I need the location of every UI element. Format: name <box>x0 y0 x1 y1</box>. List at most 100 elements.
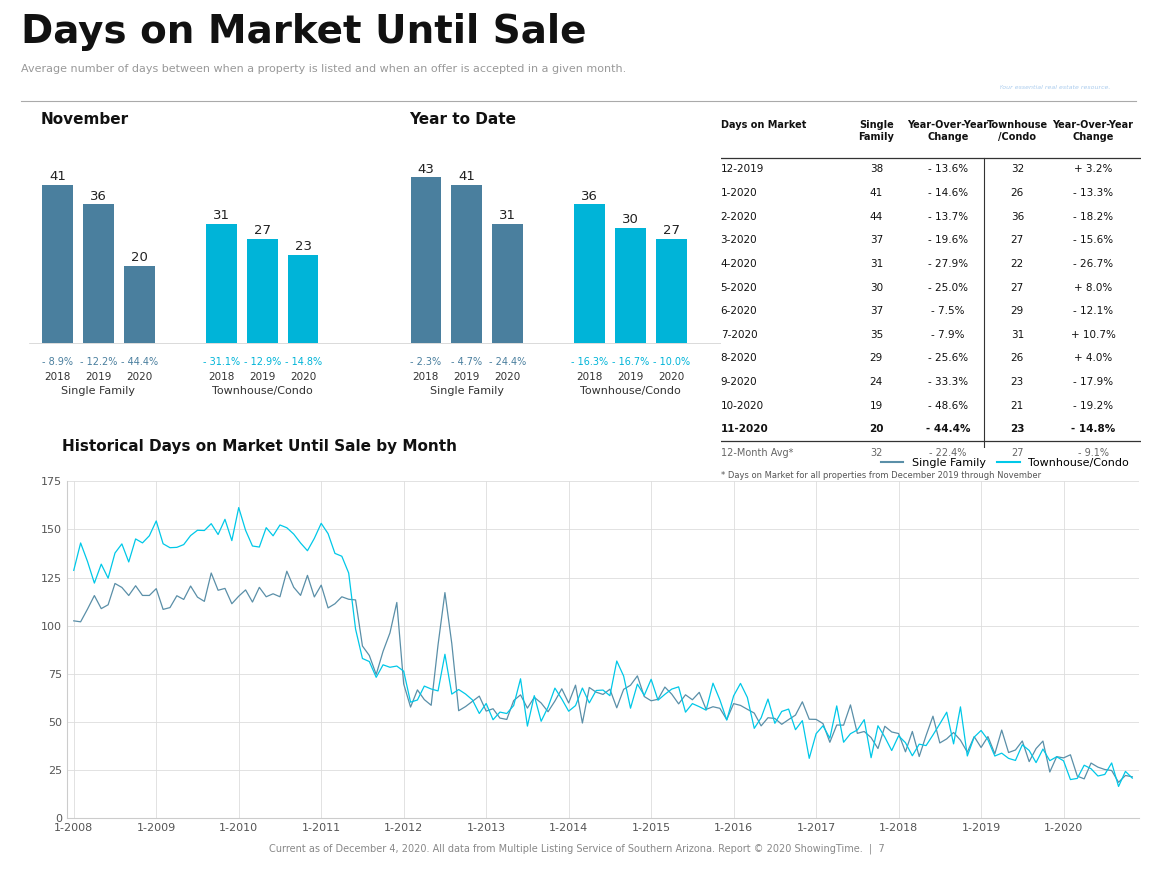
Text: - 12.2%: - 12.2% <box>80 357 118 367</box>
Text: 27: 27 <box>1011 283 1024 292</box>
Text: 32: 32 <box>871 448 882 458</box>
Bar <box>492 224 523 343</box>
Text: - 33.3%: - 33.3% <box>928 377 969 387</box>
Text: 2020: 2020 <box>126 372 152 382</box>
Text: + 4.0%: + 4.0% <box>1073 354 1113 363</box>
Text: 36: 36 <box>90 190 107 202</box>
Text: Townhouse/Condo: Townhouse/Condo <box>212 386 312 396</box>
Text: 30: 30 <box>623 213 639 226</box>
Text: 31: 31 <box>1011 330 1024 340</box>
Text: 27: 27 <box>663 224 680 237</box>
Text: - 24.4%: - 24.4% <box>489 357 527 367</box>
Text: ASSOCIATION: ASSOCIATION <box>1026 49 1084 58</box>
Text: 26: 26 <box>1011 354 1024 363</box>
Text: Year-Over-Year
Change: Year-Over-Year Change <box>1053 120 1133 143</box>
Text: - 16.7%: - 16.7% <box>612 357 649 367</box>
Text: 37: 37 <box>869 306 883 316</box>
Text: 31: 31 <box>212 209 229 221</box>
Circle shape <box>978 19 998 53</box>
Text: Historical Days on Market Until Sale by Month: Historical Days on Market Until Sale by … <box>61 439 457 454</box>
Text: 29: 29 <box>869 354 883 363</box>
Text: 23: 23 <box>294 240 311 253</box>
Text: 10-2020: 10-2020 <box>721 401 763 410</box>
Text: 37: 37 <box>869 235 883 245</box>
Text: 27: 27 <box>1011 235 1024 245</box>
Text: Days on Market Until Sale: Days on Market Until Sale <box>21 13 586 51</box>
Bar <box>83 205 114 343</box>
Text: 36: 36 <box>1011 212 1024 221</box>
Text: 35: 35 <box>869 330 883 340</box>
Text: November: November <box>42 112 129 128</box>
Text: - 15.6%: - 15.6% <box>1073 235 1113 245</box>
Bar <box>574 205 605 343</box>
Text: - 2.3%: - 2.3% <box>410 357 442 367</box>
Text: - 9.1%: - 9.1% <box>1078 448 1108 458</box>
Text: Current as of December 4, 2020. All data from Multiple Listing Service of Southe: Current as of December 4, 2020. All data… <box>269 844 884 854</box>
Text: Townhouse
/Condo: Townhouse /Condo <box>987 120 1048 143</box>
Text: - 19.6%: - 19.6% <box>928 235 969 245</box>
Text: 22: 22 <box>1011 259 1024 269</box>
Text: - 13.6%: - 13.6% <box>928 164 969 174</box>
Text: Your essential real estate resource.: Your essential real estate resource. <box>998 85 1110 90</box>
Text: - 7.9%: - 7.9% <box>932 330 965 340</box>
Text: - 12.9%: - 12.9% <box>243 357 281 367</box>
Text: 36: 36 <box>581 190 598 202</box>
Text: 2018: 2018 <box>208 372 234 382</box>
Text: - 19.2%: - 19.2% <box>1073 401 1113 410</box>
Text: - 48.6%: - 48.6% <box>928 401 969 410</box>
Text: Year-Over-Year
Change: Year-Over-Year Change <box>907 120 988 143</box>
Text: 26: 26 <box>1011 188 1024 198</box>
Text: - 18.2%: - 18.2% <box>1073 212 1113 221</box>
Bar <box>656 239 687 343</box>
Text: - 14.6%: - 14.6% <box>928 188 969 198</box>
Text: 5-2020: 5-2020 <box>721 283 758 292</box>
Text: 23: 23 <box>1011 377 1024 387</box>
Text: 2019: 2019 <box>617 372 643 382</box>
Text: Townhouse/Condo: Townhouse/Condo <box>580 386 681 396</box>
Text: - 44.4%: - 44.4% <box>121 357 158 367</box>
Text: - 25.0%: - 25.0% <box>928 283 967 292</box>
Text: 2018: 2018 <box>413 372 439 382</box>
Text: 20: 20 <box>131 251 148 264</box>
Bar <box>978 51 998 89</box>
Text: Days on Market: Days on Market <box>721 120 806 130</box>
Text: 20: 20 <box>869 424 883 434</box>
Text: - 16.3%: - 16.3% <box>571 357 608 367</box>
Text: 2018: 2018 <box>44 372 70 382</box>
Text: - 25.6%: - 25.6% <box>928 354 969 363</box>
Bar <box>125 266 155 343</box>
Text: 21: 21 <box>1011 401 1024 410</box>
Text: 31: 31 <box>869 259 883 269</box>
Text: - 10.0%: - 10.0% <box>653 357 689 367</box>
Legend: Single Family, Townhouse/Condo: Single Family, Townhouse/Condo <box>876 453 1133 472</box>
Text: + 3.2%: + 3.2% <box>1073 164 1113 174</box>
Text: - 4.7%: - 4.7% <box>451 357 482 367</box>
Text: 27: 27 <box>254 224 271 237</box>
Text: 12-Month Avg*: 12-Month Avg* <box>721 448 793 458</box>
Text: Single
Family: Single Family <box>858 120 895 143</box>
Text: 2019: 2019 <box>85 372 112 382</box>
Text: 31: 31 <box>499 209 517 221</box>
Text: 2020: 2020 <box>289 372 316 382</box>
Text: 43: 43 <box>417 163 435 176</box>
Text: 4-2020: 4-2020 <box>721 259 758 269</box>
Text: - 13.3%: - 13.3% <box>1073 188 1113 198</box>
Text: - 12.1%: - 12.1% <box>1073 306 1113 316</box>
Text: 2019: 2019 <box>249 372 276 382</box>
Bar <box>43 186 73 343</box>
Text: 1-2020: 1-2020 <box>721 188 758 198</box>
Text: 2-2020: 2-2020 <box>721 212 758 221</box>
Text: Year to Date: Year to Date <box>409 112 517 128</box>
Bar <box>616 228 646 343</box>
Text: 24: 24 <box>869 377 883 387</box>
Bar <box>410 178 442 343</box>
Text: - 14.8%: - 14.8% <box>285 357 322 367</box>
Text: 32: 32 <box>1011 164 1024 174</box>
Text: - 17.9%: - 17.9% <box>1073 377 1113 387</box>
Text: - 22.4%: - 22.4% <box>929 448 966 458</box>
Text: 30: 30 <box>869 283 883 292</box>
Text: - 31.1%: - 31.1% <box>203 357 240 367</box>
Text: 44: 44 <box>869 212 883 221</box>
Text: + 10.7%: + 10.7% <box>1071 330 1115 340</box>
Text: 41: 41 <box>869 188 883 198</box>
